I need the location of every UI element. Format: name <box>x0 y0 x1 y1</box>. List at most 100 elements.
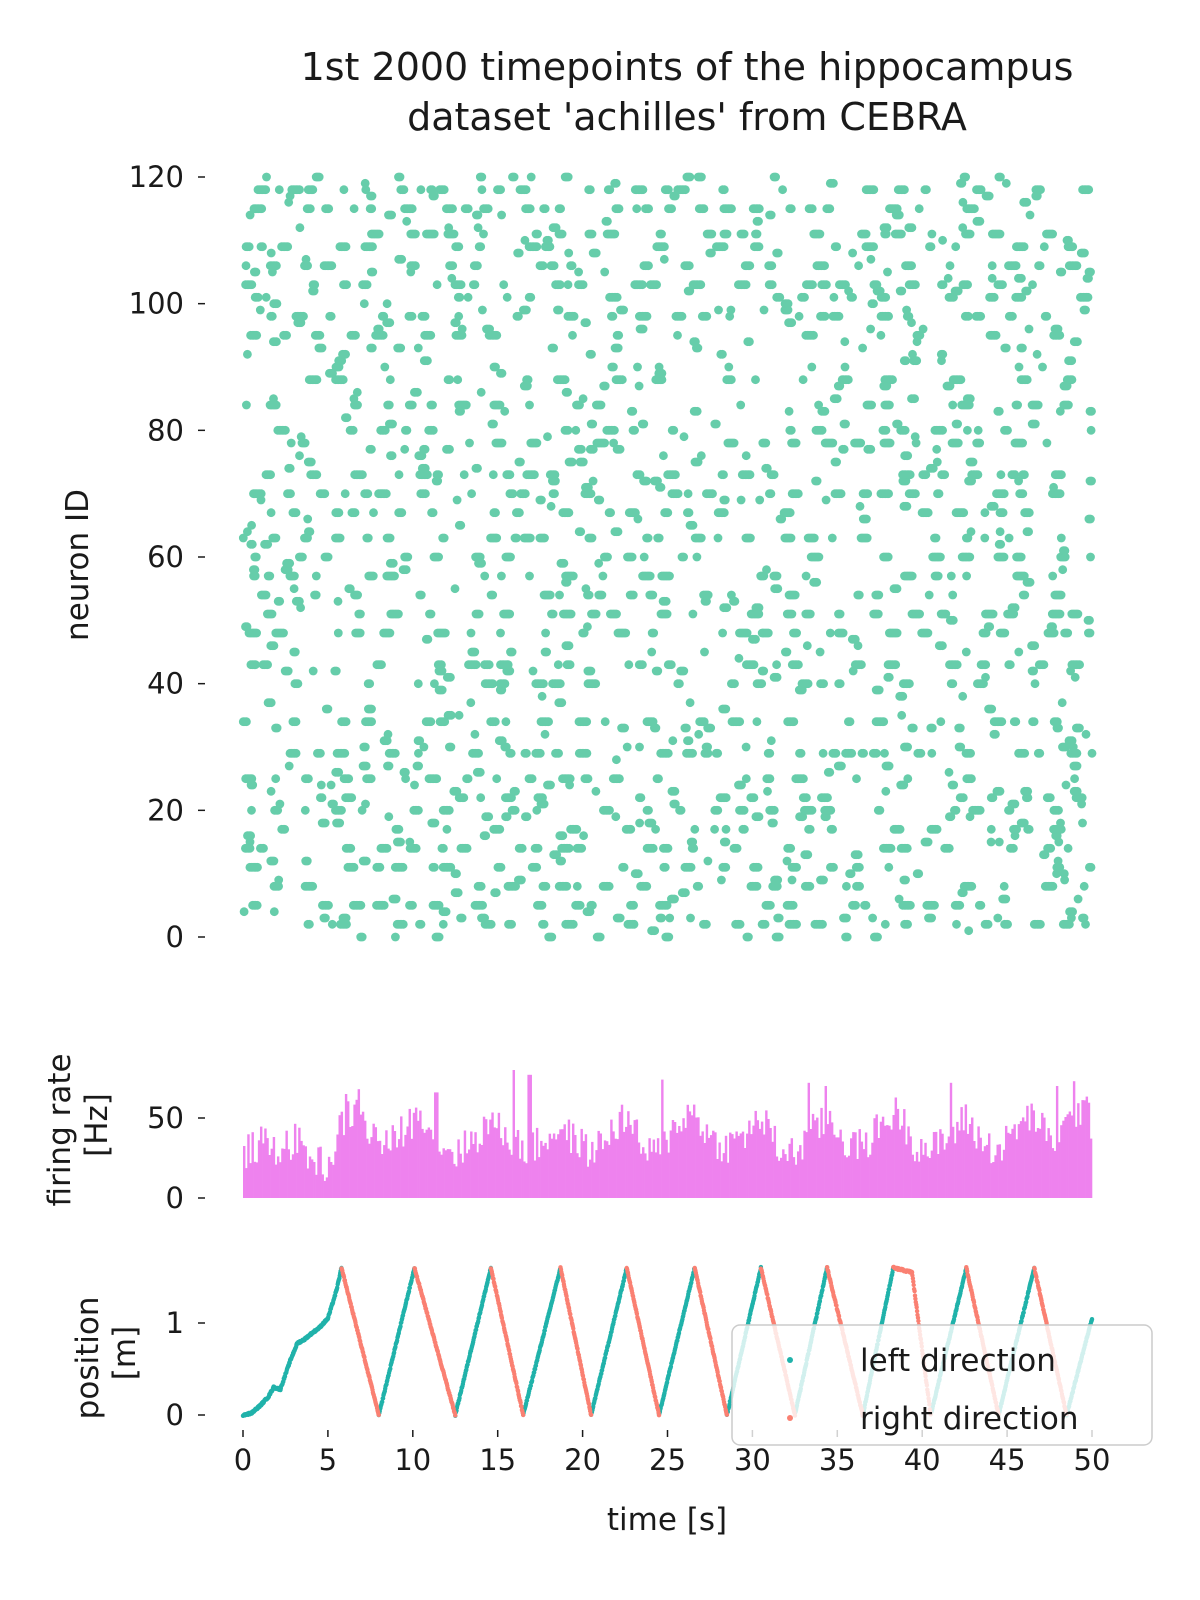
position-dot <box>814 1314 819 1320</box>
firing-rate-bar <box>642 1147 645 1198</box>
spike-dot <box>582 318 591 328</box>
spike-dot <box>754 812 764 822</box>
spike-dot <box>385 628 395 638</box>
firing-rate-bar <box>722 1153 726 1198</box>
spike-dot <box>999 489 1009 499</box>
spike-dot <box>402 425 412 435</box>
spike-dot <box>936 717 946 727</box>
spike-dot <box>754 603 764 613</box>
position-dot <box>398 1324 403 1329</box>
spike-dot <box>340 489 350 499</box>
spike-dot <box>397 254 407 264</box>
spike-dot <box>892 628 902 638</box>
spike-dot <box>367 444 376 454</box>
spike-dot <box>980 508 990 518</box>
spike-dot <box>912 356 922 366</box>
spike-dot <box>703 590 713 600</box>
spike-dot <box>559 558 569 568</box>
spike-dot <box>876 330 886 340</box>
firing-rate-bar <box>308 1156 312 1198</box>
spike-dot <box>874 590 884 600</box>
spike-dot <box>495 400 505 410</box>
spike-dot <box>634 381 644 391</box>
spike-dot <box>923 508 933 518</box>
spike-dot <box>663 843 673 853</box>
firing-rate-bar <box>998 1144 1002 1198</box>
spike-dot <box>654 362 664 372</box>
firing-rate-bar <box>531 1132 535 1198</box>
spike-dot <box>847 748 857 758</box>
firing-rate-bar <box>268 1155 271 1198</box>
spike-dot <box>595 932 605 942</box>
spike-dot <box>684 508 694 518</box>
spike-dot <box>961 647 971 657</box>
spike-dot <box>841 280 850 290</box>
spike-dot <box>639 552 649 562</box>
spike-dot <box>765 748 775 758</box>
position-dot <box>335 1285 340 1290</box>
firing-rate-bar <box>773 1125 777 1198</box>
spike-dot <box>552 850 562 860</box>
spike-dot <box>308 881 318 891</box>
firing-rate-bar <box>1058 1142 1061 1198</box>
spike-dot <box>357 932 367 942</box>
spike-dot <box>367 704 376 714</box>
spike-dot <box>659 254 669 264</box>
spike-dot <box>242 622 252 632</box>
spike-dot <box>721 824 731 834</box>
spike-dot <box>752 229 762 239</box>
firing-rate-bar <box>363 1120 367 1198</box>
spike-dot <box>510 805 520 815</box>
spike-dot <box>692 552 702 562</box>
spike-dot <box>737 780 746 790</box>
spike-dot <box>762 463 772 473</box>
spike-dot <box>1067 356 1077 366</box>
position-dot <box>380 1399 385 1405</box>
firing-rate-bar <box>620 1104 624 1198</box>
firing-rate-bar <box>988 1133 991 1198</box>
spike-dot <box>654 774 663 784</box>
spike-dot <box>838 628 848 638</box>
spike-dot <box>940 470 950 480</box>
spike-dot <box>394 609 403 619</box>
spike-dot <box>938 425 947 435</box>
firing-rate-bar <box>557 1134 560 1198</box>
spike-dot <box>269 394 278 404</box>
firing-rate-bar <box>1024 1121 1027 1198</box>
firing-rate-bar <box>947 1136 951 1198</box>
firing-rate-bar <box>327 1156 331 1198</box>
firing-rate-bar <box>656 1138 660 1198</box>
spike-dot <box>448 204 457 214</box>
firing-rate-bar <box>833 1134 836 1198</box>
spike-dot <box>595 495 605 505</box>
spike-dot <box>1086 425 1096 435</box>
spike-dot <box>927 913 936 923</box>
firing-rate-bar <box>977 1126 980 1198</box>
spike-dot <box>347 793 357 803</box>
spike-dot <box>484 660 494 670</box>
spike-dot <box>958 223 968 233</box>
spike-dot <box>539 919 549 929</box>
spike-dot <box>787 609 797 619</box>
spike-dot <box>1010 470 1020 480</box>
spike-dot <box>630 425 639 435</box>
spike-dot <box>557 698 567 708</box>
spike-dot <box>721 793 731 803</box>
spike-dot <box>459 793 469 803</box>
firing-rate-bar <box>803 1130 806 1198</box>
firing-rate-bar <box>612 1131 615 1198</box>
spike-dot <box>812 577 822 587</box>
spike-dot <box>819 875 828 885</box>
spike-dot <box>986 837 996 847</box>
spike-dot <box>411 843 421 853</box>
spike-dot <box>411 229 420 239</box>
spike-dot <box>540 204 550 214</box>
spike-dot <box>782 647 792 657</box>
spike-dot <box>673 330 682 340</box>
spike-dot <box>367 191 377 201</box>
spike-dot <box>968 457 978 467</box>
spike-dot <box>666 660 676 670</box>
spike-dot <box>814 552 824 562</box>
spike-dot <box>1022 375 1032 385</box>
spike-dot <box>1018 438 1027 448</box>
